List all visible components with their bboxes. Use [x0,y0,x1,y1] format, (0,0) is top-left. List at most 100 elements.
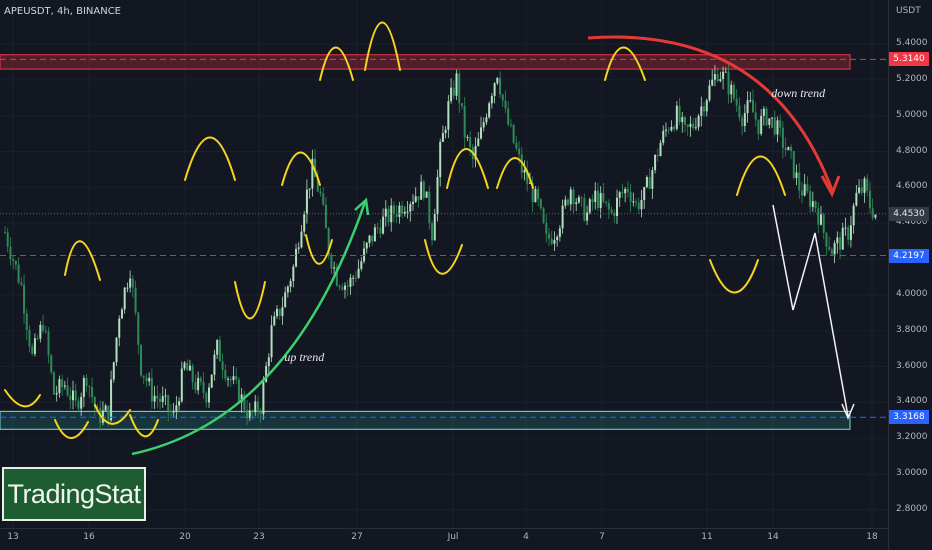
candle-body [393,206,395,214]
candle-body [662,131,664,143]
candle-body [592,199,594,202]
candle-41 [116,337,118,366]
candle-body [842,228,844,250]
candle-body [855,193,857,206]
candle-212 [581,196,583,207]
candle-198 [543,207,545,224]
candle-151 [415,187,417,203]
candle-264 [722,66,724,89]
candle-6 [20,277,22,286]
candle-body [874,215,876,218]
candle-body [53,372,55,394]
candle-188 [515,136,517,151]
candle-313 [855,185,857,207]
candle-body [640,200,642,209]
yellow-swing-arc-6 [235,282,265,319]
candle-body [377,227,379,228]
candle-body [276,309,278,316]
candle-body [646,177,648,187]
candle-body [398,206,400,217]
candle-260 [711,70,713,87]
candle-body [632,201,634,202]
candle-body [105,406,107,411]
candle-249 [681,112,683,133]
candle-body [281,307,283,316]
candle-body [624,189,626,193]
candle-244 [668,127,670,134]
candle-57 [159,393,161,409]
candle-body [453,88,455,96]
candle-305 [834,240,836,263]
candle-111 [306,179,308,223]
candle-240 [657,148,659,162]
candle-269 [736,89,738,112]
candle-body [744,113,746,126]
candle-body [515,143,517,149]
candle-body [28,330,30,346]
candle-body [262,382,264,414]
candle-body [246,410,248,418]
candle-291 [796,164,798,185]
candle-body [757,120,759,134]
candle-body [741,117,743,126]
candle-body [423,182,425,198]
candle-body [670,127,672,130]
candle-168 [461,103,463,109]
candle-98 [271,315,273,362]
candle-body [58,379,60,393]
x-tick-label: 7 [582,532,622,542]
candle-body [785,148,787,150]
candle-243 [665,122,667,136]
candle-body [358,269,360,278]
candle-5 [18,257,20,284]
candle-126 [347,280,349,296]
candle-197 [540,198,542,210]
candle-50 [140,344,142,377]
candle-body [698,116,700,127]
candle-body [545,223,547,234]
candle-body [368,236,370,243]
candle-172 [472,144,474,168]
candle-136 [374,224,376,242]
candle-101 [279,308,281,319]
candle-body [866,179,868,191]
candle-body [75,391,77,401]
candle-body [513,125,515,143]
candle-147 [404,206,406,216]
candle-245 [670,120,672,132]
candle-174 [477,132,479,146]
candle-161 [442,125,444,142]
candle-body [589,199,591,212]
candle-body [466,137,468,138]
candle-body [708,85,710,100]
symbol-label[interactable]: APEUSDT, 4h, BINANCE [4,6,121,17]
candle-199 [545,214,547,242]
candle-99 [273,311,275,326]
candle-body [689,124,691,127]
y-tick-label: 5.2000 [896,74,928,84]
candle-85 [235,368,237,384]
candle-body [295,249,297,267]
candle-body [747,100,749,113]
y-tick-label: 3.2000 [896,432,928,442]
candle-body [86,378,88,386]
candle-body [760,116,762,134]
candle-body [298,247,300,248]
candle-body [464,106,466,138]
candle-277 [757,119,759,140]
resistance-zone [0,55,850,69]
candle-234 [640,190,642,217]
candle-40 [113,362,115,383]
candle-297 [812,192,814,212]
candle-body [494,83,496,96]
candle-103 [284,287,286,308]
candle-183 [502,94,504,107]
candle-body [417,196,419,199]
candle-118 [325,197,327,228]
candle-body [681,117,683,122]
candle-27 [77,397,79,412]
candle-body [602,193,604,201]
price-chart[interactable] [0,0,888,528]
candle-body [504,101,506,109]
candle-body [684,117,686,125]
